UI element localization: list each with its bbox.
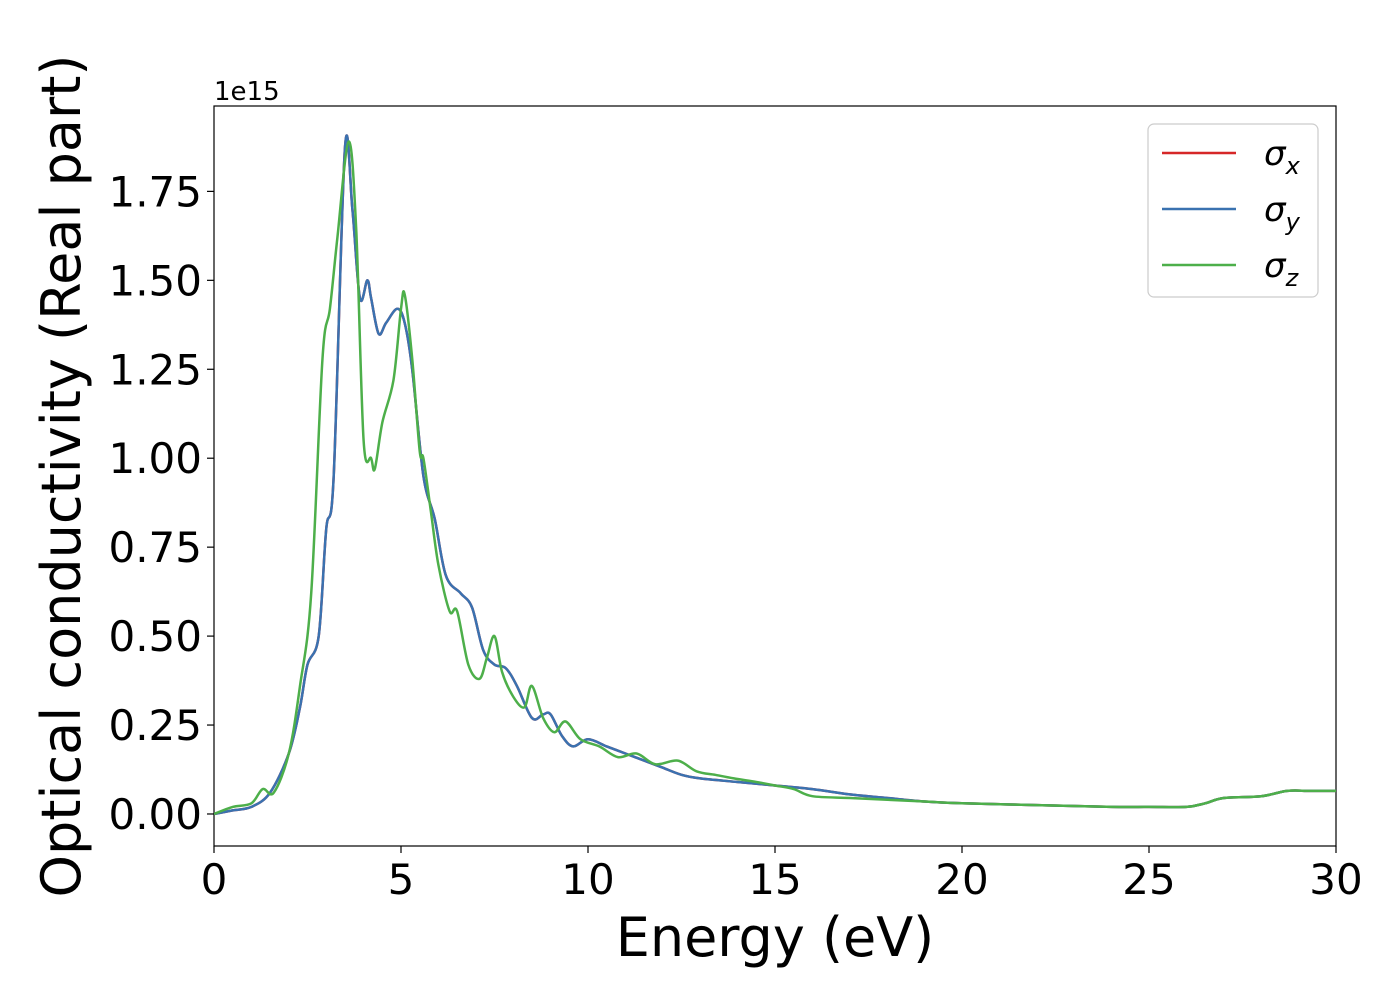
series-layer — [214, 134, 1336, 816]
y-axis-ticks: 0.00 0.25 0.50 0.75 1.00 1.25 1.50 1.75 — [108, 167, 214, 839]
series-line-z — [214, 140, 1336, 816]
x-tick-label: 15 — [748, 855, 801, 904]
x-axis-label: Energy (eV) — [616, 906, 935, 969]
x-tick-label: 10 — [561, 855, 614, 904]
legend-label-x: σx — [1264, 134, 1301, 180]
x-tick-label: 25 — [1122, 855, 1175, 904]
y-tick-label: 0.25 — [108, 701, 202, 750]
y-tick-label: 0.00 — [108, 790, 202, 839]
y-axis-label: Optical conductivity (Real part) — [30, 55, 93, 898]
legend-label-z: σz — [1264, 246, 1300, 292]
y-offset-label: 1e15 — [214, 77, 280, 107]
x-tick-label: 20 — [935, 855, 988, 904]
x-tick-label: 30 — [1309, 855, 1362, 904]
y-tick-label: 0.50 — [108, 612, 202, 661]
legend-label-y: σy — [1264, 190, 1301, 236]
x-axis-ticks: 0 5 10 15 20 25 30 — [201, 846, 1363, 904]
legend-frame — [1147, 123, 1319, 298]
y-tick-label: 1.00 — [108, 434, 202, 483]
y-tick-label: 1.75 — [108, 167, 202, 216]
x-tick-label: 0 — [201, 855, 228, 904]
legend: σx σy σz — [1147, 123, 1319, 298]
x-tick-label: 5 — [388, 855, 415, 904]
y-tick-label: 1.50 — [108, 256, 202, 305]
y-tick-label: 0.75 — [108, 523, 202, 572]
y-tick-label: 1.25 — [108, 345, 202, 394]
